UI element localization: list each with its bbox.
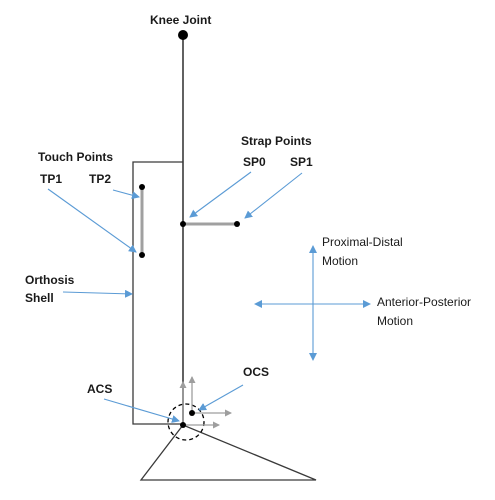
foot-triangle [139,424,317,481]
knee-joint-point [178,30,188,40]
strap-points-label: Strap Points [241,134,312,148]
tp1-label: TP1 [40,172,62,186]
orthosis-shell-pointer-arrow [62,289,133,298]
ankle-dashed-circle [167,403,205,441]
sp0-point [180,221,186,227]
touch-points-label: Touch Points [38,150,113,164]
anterior-posterior-label-line1: Anterior-Posterior [377,295,471,309]
tp2-point [139,184,145,190]
anterior-posterior-label-line2: Motion [377,314,413,328]
tp1-pointer-arrow [47,188,137,253]
knee-joint-label: Knee Joint [150,13,211,27]
sp1-pointer-arrow [244,172,303,219]
acs-pointer-arrow [103,398,180,423]
orthosis-shell-label-line1: Orthosis [25,273,75,287]
ocs-origin-point [189,410,195,416]
sp0-pointer-arrow [189,171,252,218]
proximal-distal-label-line2: Motion [322,254,358,268]
tp1-point [139,252,145,258]
acs-label: ACS [87,382,112,396]
sp1-point [234,221,240,227]
orthosis-shell-outline [132,161,183,425]
acs-origin-point [180,422,186,428]
tp2-pointer-arrow [112,189,140,200]
proximal-distal-label-line1: Proximal-Distal [322,235,403,249]
ocs-pointer-arrow [198,384,244,411]
sp1-label: SP1 [290,155,313,169]
ocs-label: OCS [243,365,269,379]
tp2-label: TP2 [89,172,111,186]
orthosis-shell-label-line2: Shell [25,291,54,305]
sp0-label: SP0 [243,155,266,169]
